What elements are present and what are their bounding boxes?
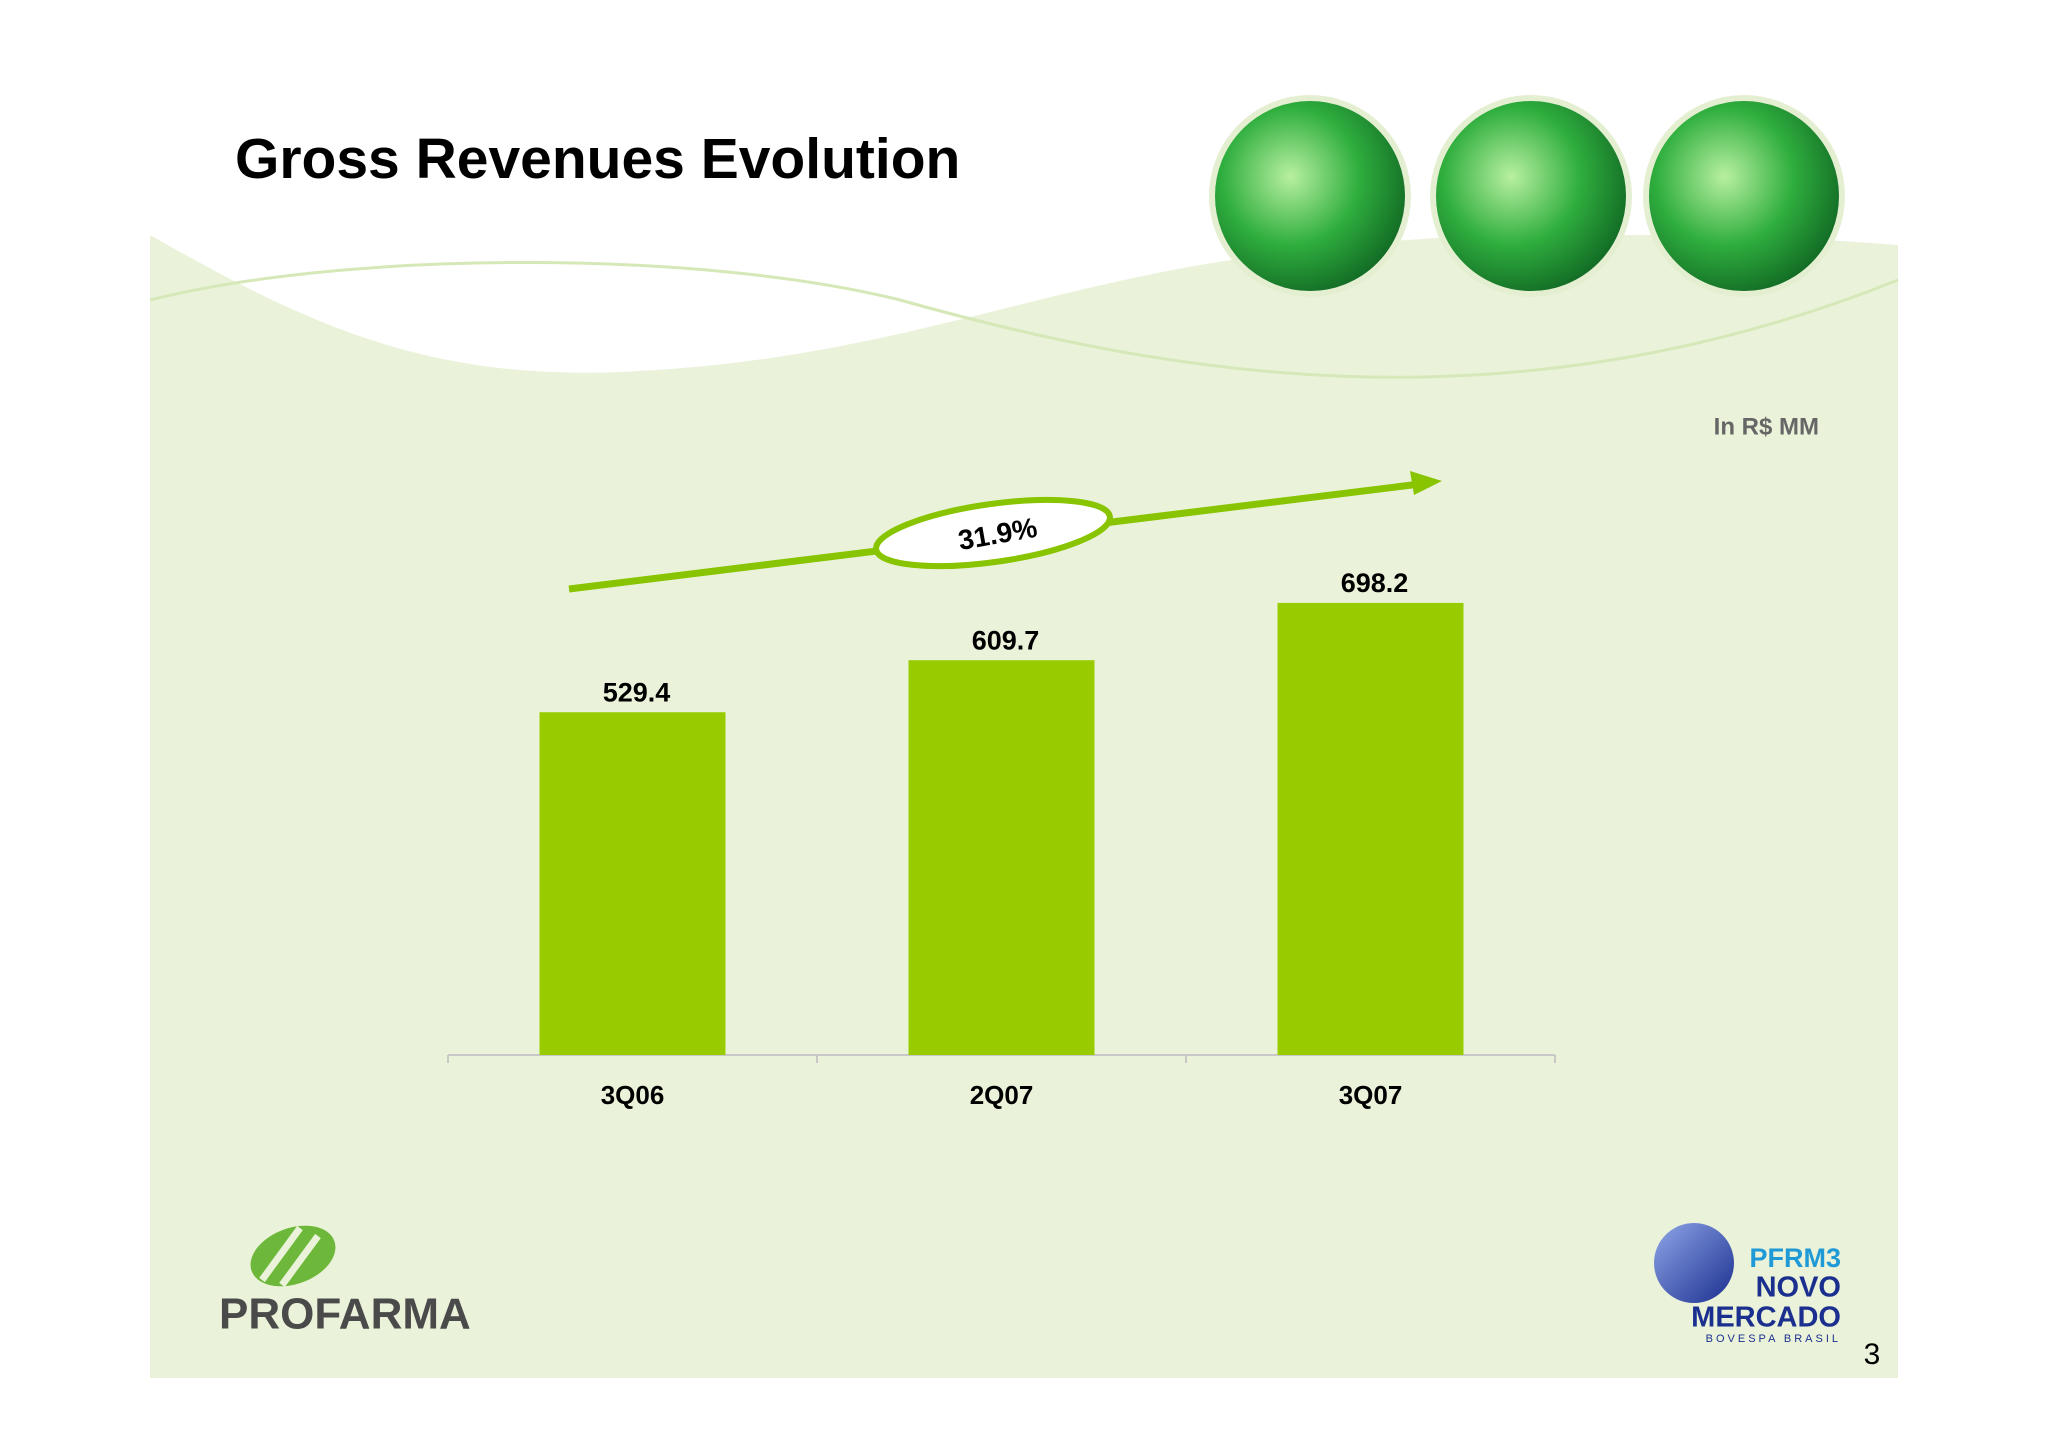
page-number: 3 bbox=[1864, 1338, 1881, 1371]
badge-line: PFRM3 bbox=[1749, 1243, 1841, 1273]
value-label: 529.4 bbox=[603, 677, 671, 707]
x-tick-label: 3Q06 bbox=[601, 1080, 665, 1110]
unit-label: In R$ MM bbox=[1714, 413, 1819, 440]
bar bbox=[1277, 602, 1464, 1055]
value-label: 698.2 bbox=[1341, 568, 1409, 598]
logo-text: PROFARMA bbox=[219, 1290, 471, 1339]
x-tick-label: 3Q07 bbox=[1339, 1080, 1403, 1110]
photos bbox=[1209, 95, 1845, 297]
badge-sub: BOVESPA BRASIL bbox=[1706, 1333, 1841, 1345]
badge-globe bbox=[1654, 1223, 1734, 1303]
wave-line bbox=[149, 261, 1899, 379]
bar bbox=[908, 660, 1095, 1055]
growth-arrow bbox=[568, 471, 1442, 593]
bar bbox=[539, 712, 726, 1055]
badge-line: MERCADO bbox=[1691, 1302, 1841, 1334]
badge-line: NOVO bbox=[1756, 1272, 1841, 1304]
chart-title: Gross Revenues Evolution bbox=[235, 127, 960, 191]
x-tick-label: 2Q07 bbox=[970, 1080, 1034, 1110]
logo-profarma bbox=[250, 1225, 336, 1288]
value-label: 609.7 bbox=[972, 625, 1040, 655]
